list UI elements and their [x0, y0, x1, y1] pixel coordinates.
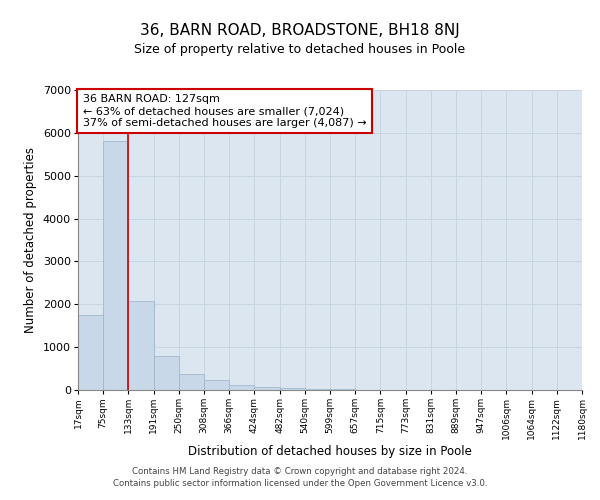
Bar	[204, 380, 229, 390]
Y-axis label: Number of detached properties: Number of detached properties	[25, 147, 37, 333]
Bar	[78, 315, 103, 390]
Bar	[229, 385, 254, 390]
Bar	[330, 389, 355, 390]
Bar	[254, 386, 280, 390]
Text: Contains HM Land Registry data © Crown copyright and database right 2024.: Contains HM Land Registry data © Crown c…	[132, 467, 468, 476]
Bar	[103, 142, 128, 390]
Text: 36 BARN ROAD: 127sqm
← 63% of detached houses are smaller (7,024)
37% of semi-de: 36 BARN ROAD: 127sqm ← 63% of detached h…	[83, 94, 367, 128]
Bar	[154, 356, 179, 390]
X-axis label: Distribution of detached houses by size in Poole: Distribution of detached houses by size …	[188, 444, 472, 458]
Bar	[305, 388, 330, 390]
Text: Contains public sector information licensed under the Open Government Licence v3: Contains public sector information licen…	[113, 478, 487, 488]
Text: Size of property relative to detached houses in Poole: Size of property relative to detached ho…	[134, 42, 466, 56]
Text: 36, BARN ROAD, BROADSTONE, BH18 8NJ: 36, BARN ROAD, BROADSTONE, BH18 8NJ	[140, 22, 460, 38]
Bar	[280, 388, 305, 390]
Bar	[128, 301, 154, 390]
Bar	[179, 374, 204, 390]
